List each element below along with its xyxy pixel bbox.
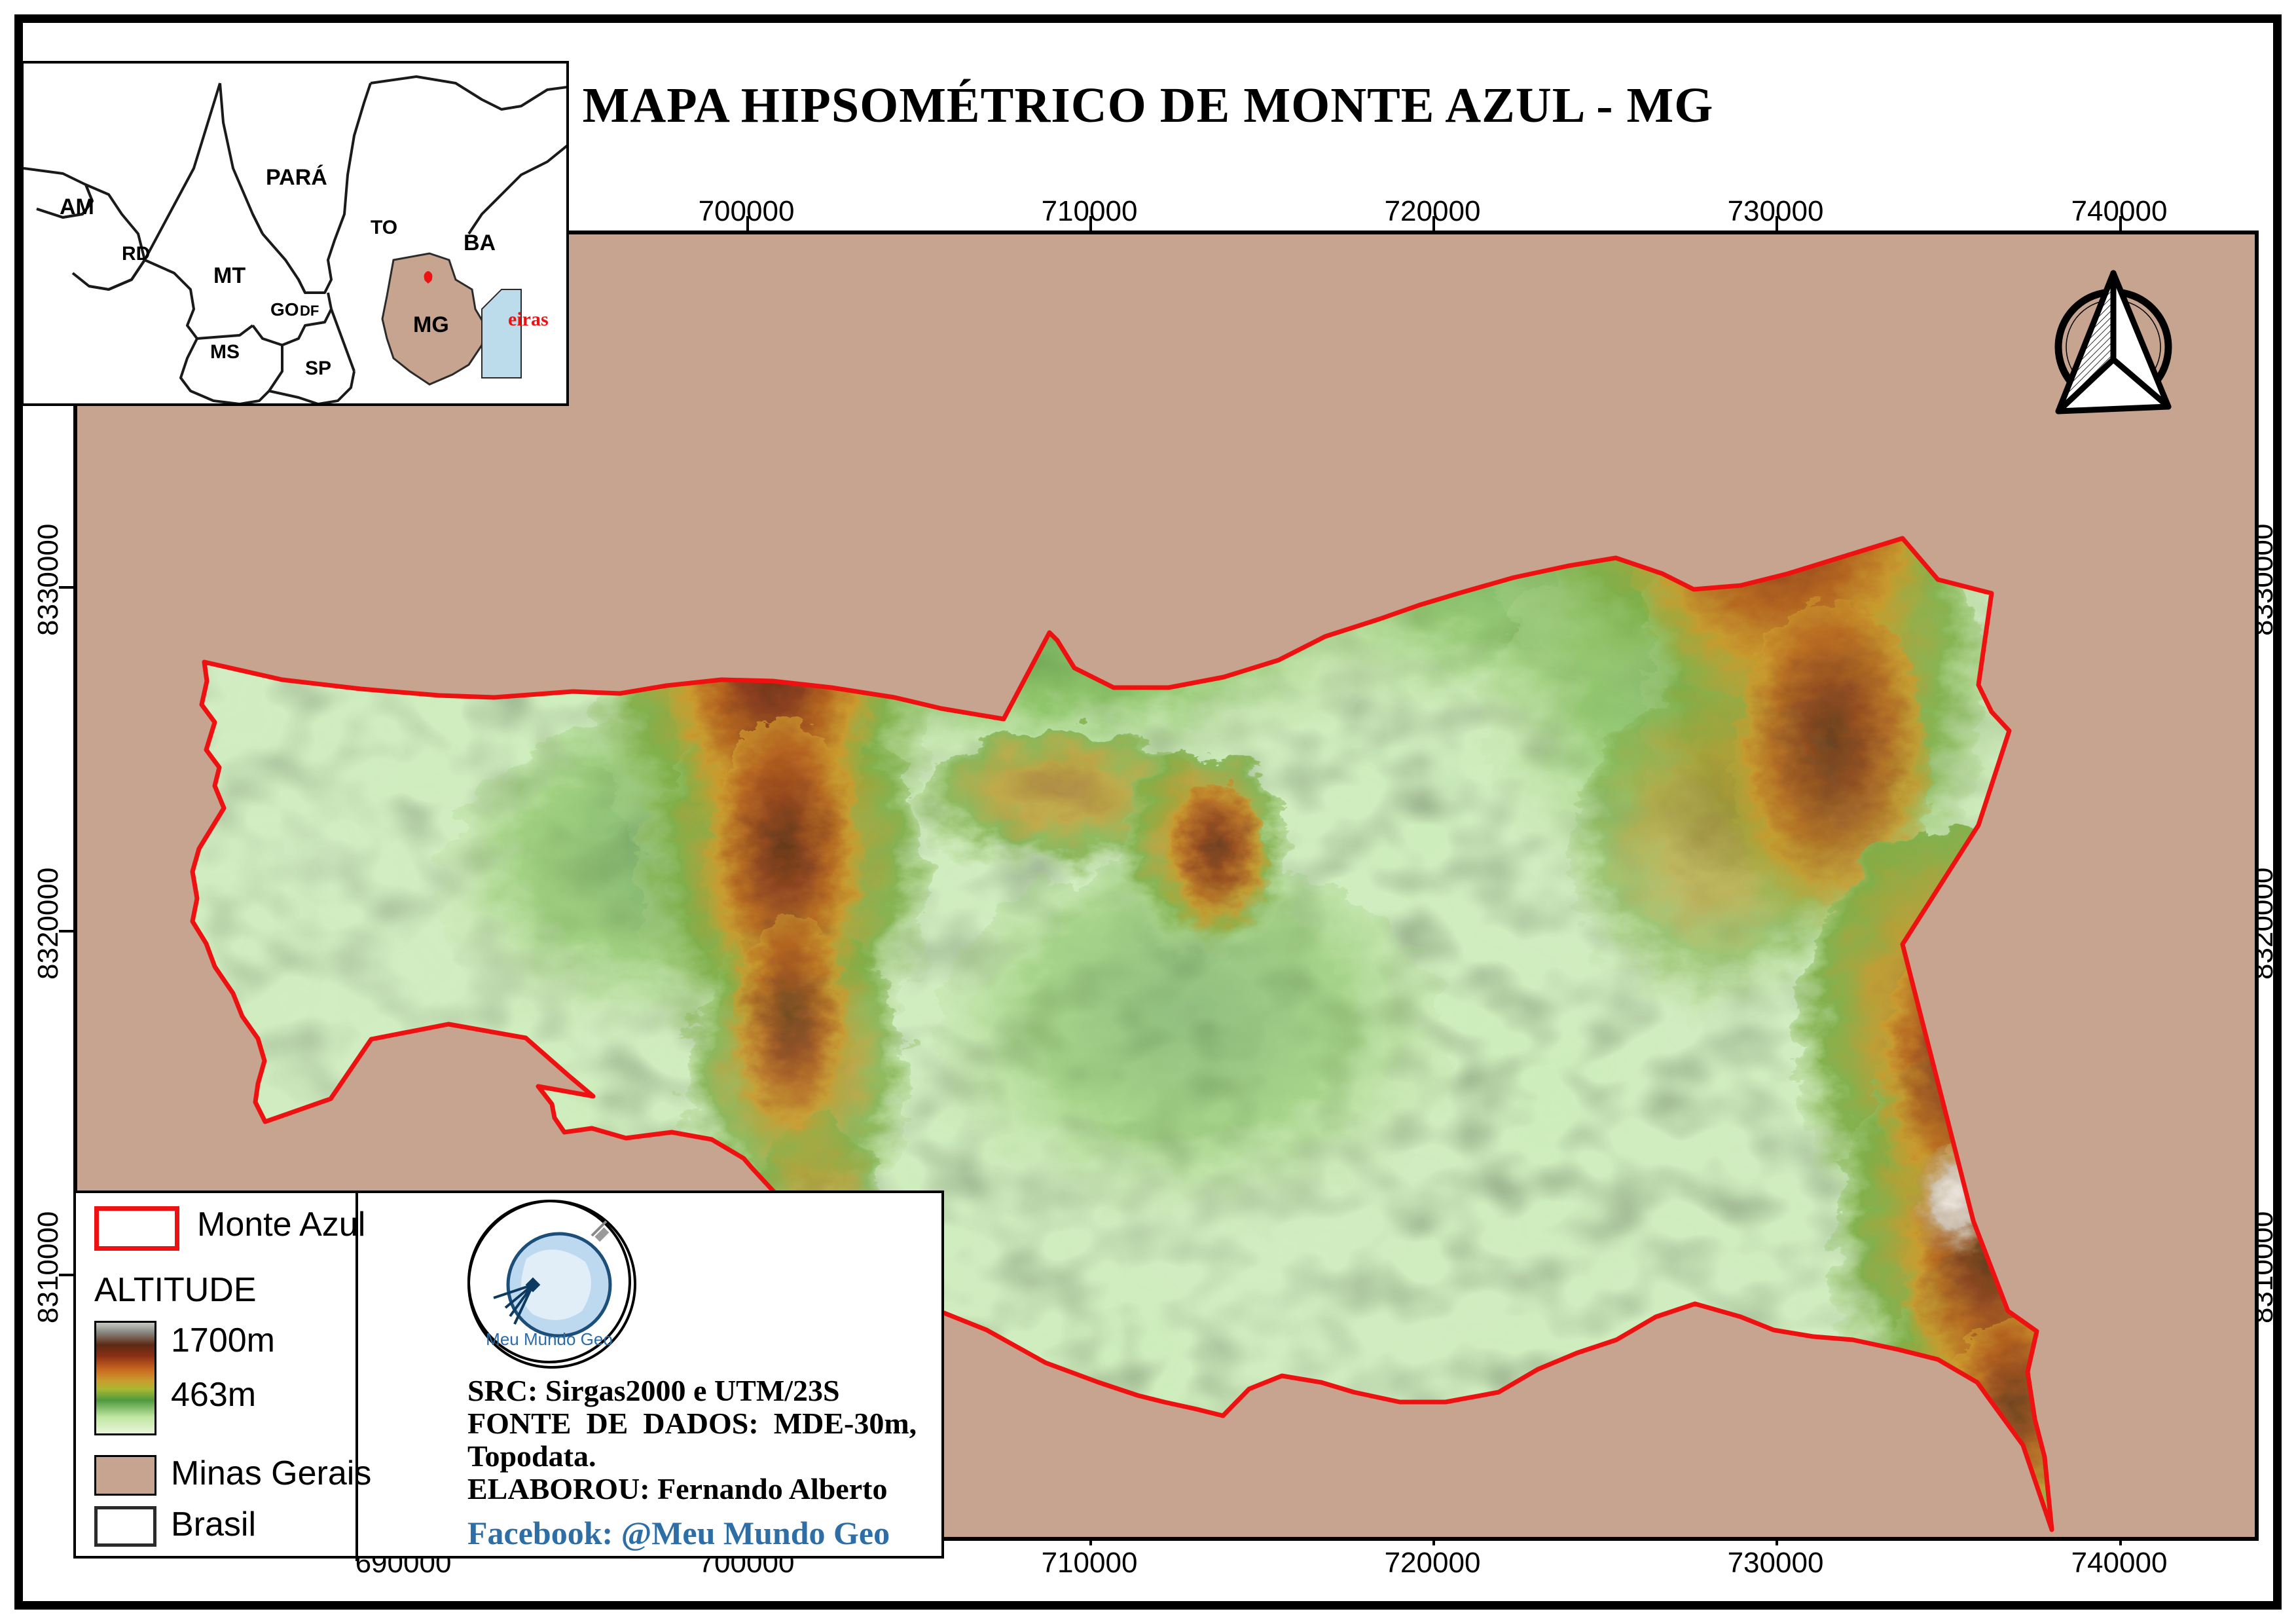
svg-text:MG: MG [413, 312, 449, 337]
svg-text:BA: BA [464, 231, 496, 255]
svg-text:MT: MT [213, 263, 246, 288]
svg-text:SP: SP [305, 358, 331, 379]
svg-text:TO: TO [371, 217, 397, 238]
svg-text:AM: AM [60, 194, 94, 219]
svg-text:GO: GO [270, 299, 299, 320]
svg-text:PARÁ: PARÁ [266, 165, 327, 190]
svg-text:RD: RD [122, 243, 150, 265]
svg-text:Meu Mundo Geo: Meu Mundo Geo [486, 1329, 613, 1349]
svg-text:DF: DF [300, 303, 319, 319]
svg-text:MS: MS [210, 341, 240, 363]
svg-text:eiras: eiras [508, 308, 549, 330]
